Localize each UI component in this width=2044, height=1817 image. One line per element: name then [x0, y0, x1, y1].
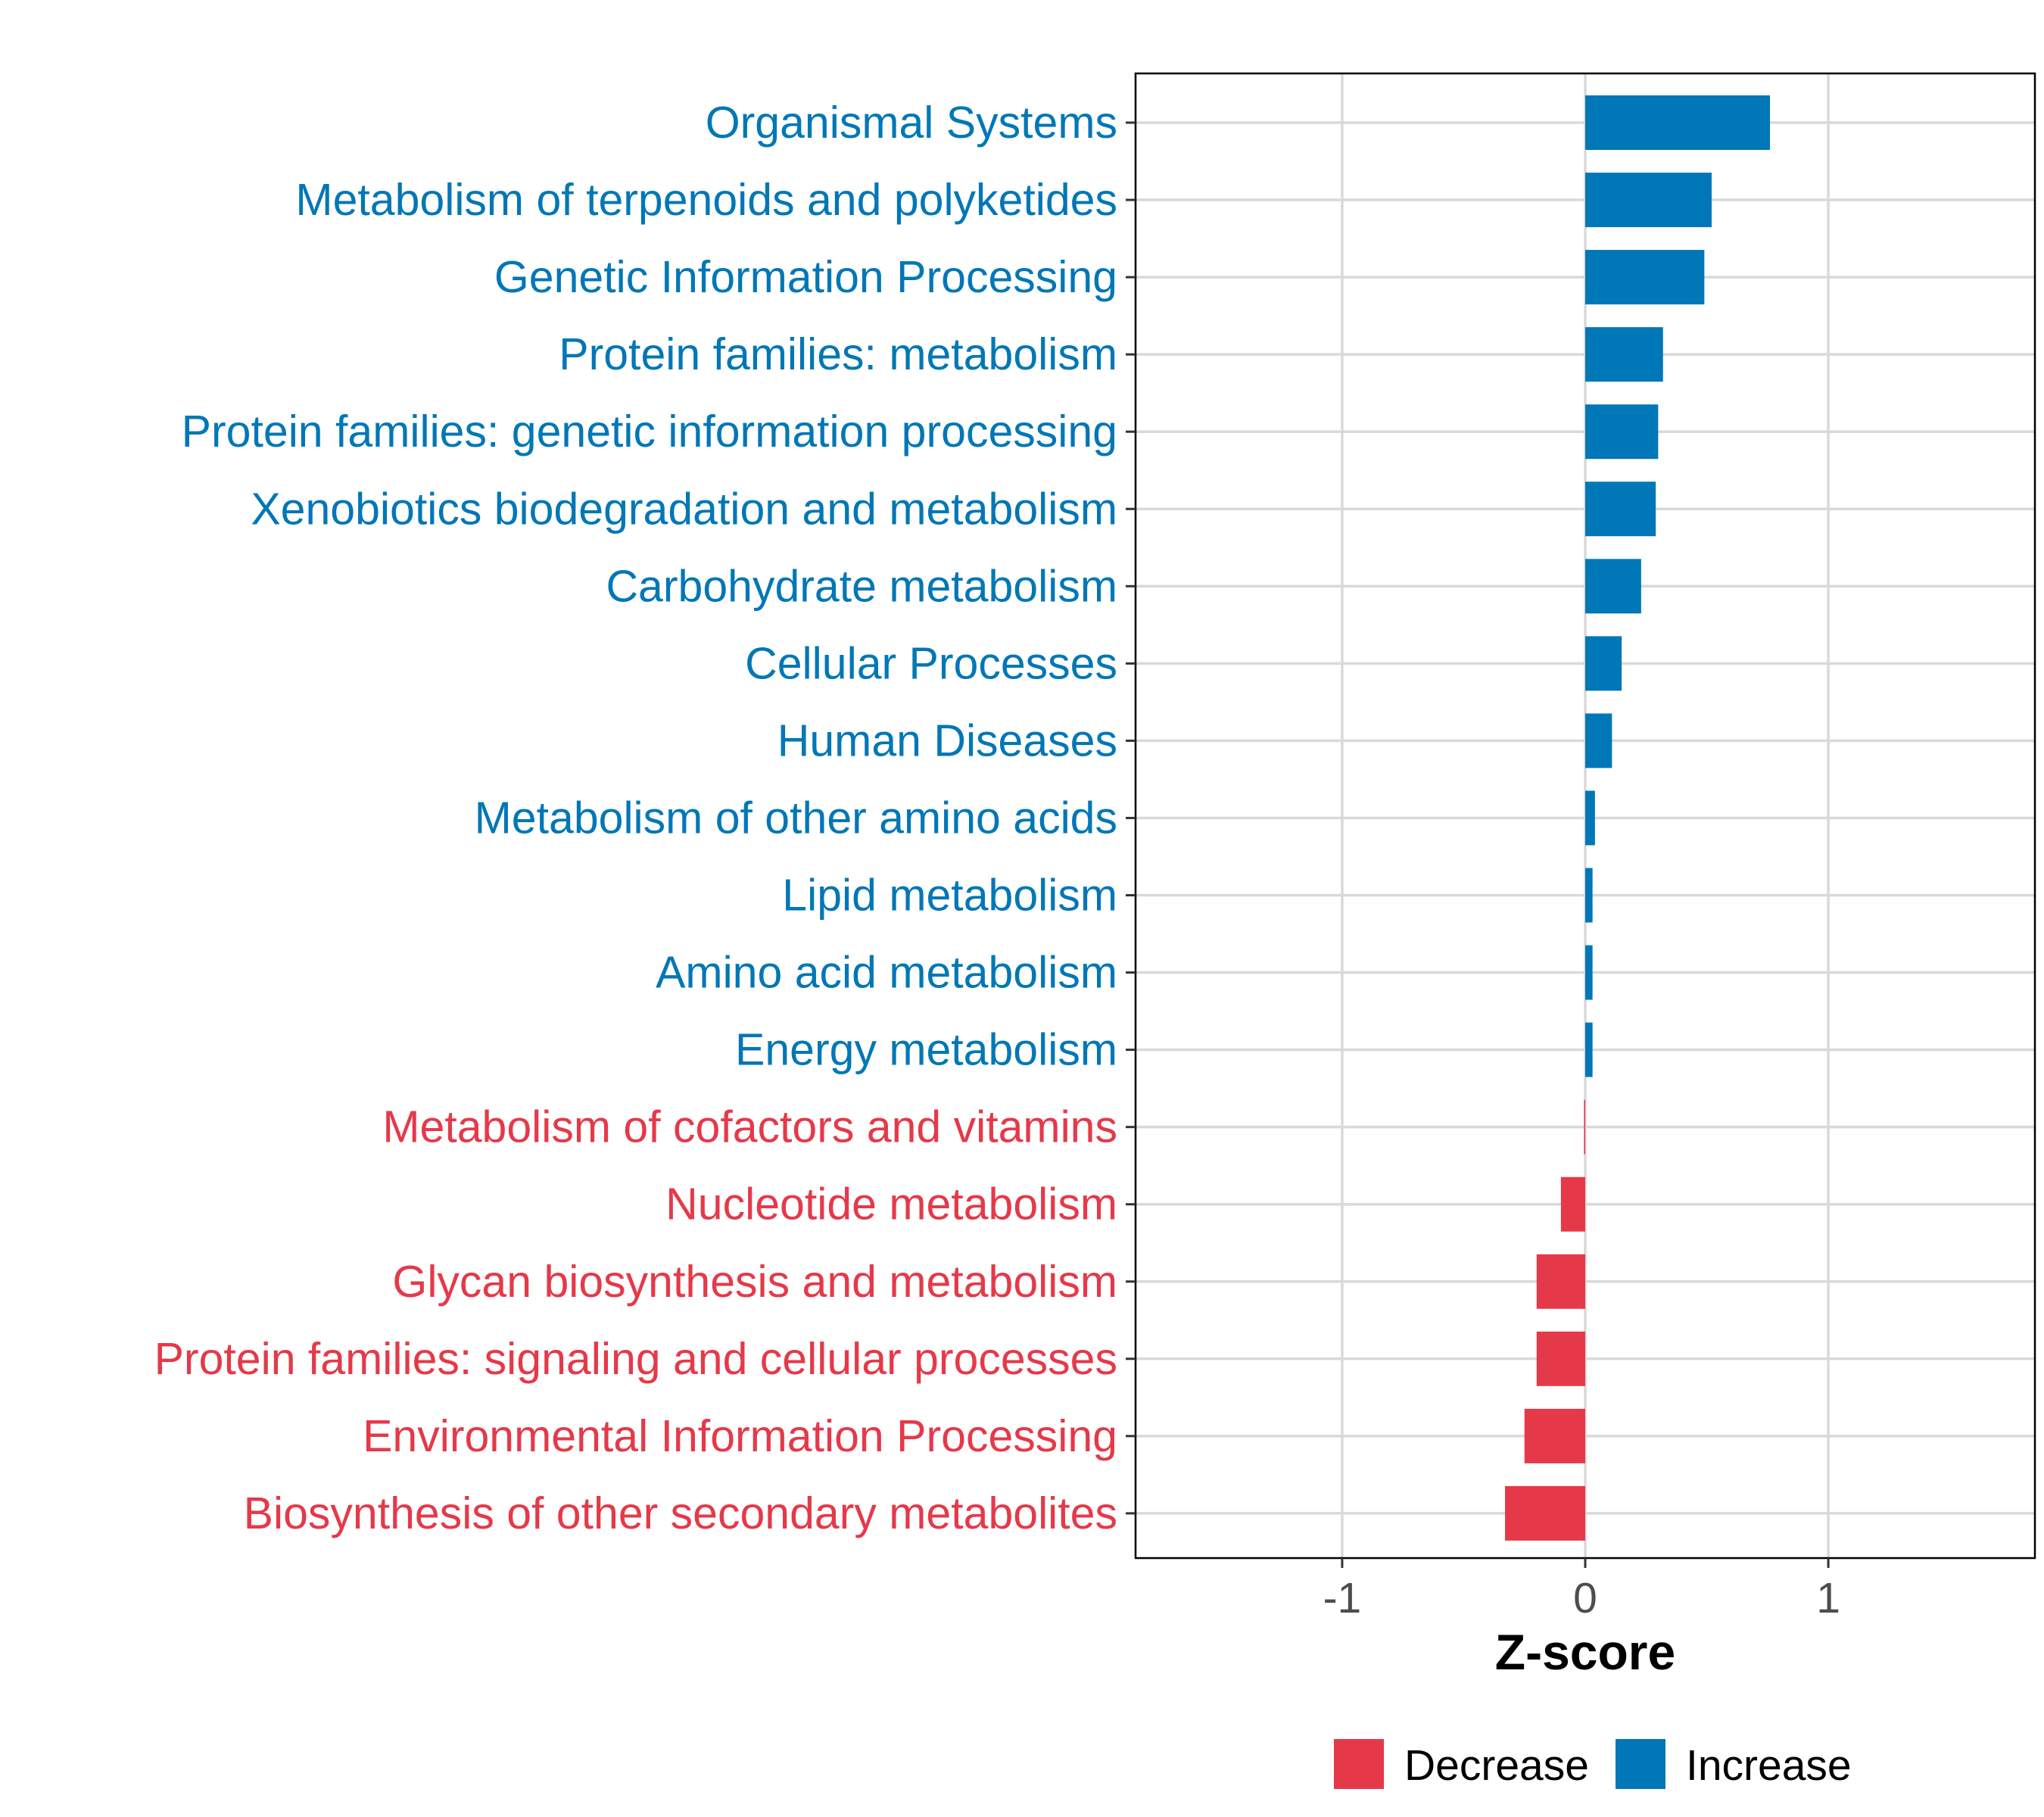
bar-lipid-metabolism — [1585, 868, 1593, 923]
legend-label-increase: Increase — [1686, 1741, 1852, 1790]
y-category-label: Glycan biosynthesis and metabolism — [392, 1257, 1117, 1307]
y-category-label: Xenobiotics biodegradation and metabolis… — [251, 484, 1117, 534]
bar-organismal-systems — [1585, 95, 1771, 150]
bar-energy-metabolism — [1585, 1022, 1593, 1077]
bar-metabolism-of-terpenoids-and-polyketides — [1585, 173, 1712, 228]
bar-amino-acid-metabolism — [1585, 945, 1593, 1000]
x-tick-label: 1 — [1816, 1574, 1840, 1622]
y-category-label: Environmental Information Processing — [363, 1411, 1117, 1461]
y-category-label: Protein families: signaling and cellular… — [154, 1334, 1117, 1384]
legend-key-increase — [1616, 1739, 1665, 1789]
y-category-label: Carbohydrate metabolism — [606, 561, 1117, 611]
legend-label-decrease: Decrease — [1404, 1741, 1589, 1790]
bar-xenobiotics-biodegradation-and-metabolism — [1585, 482, 1656, 537]
bar-environmental-information-processing — [1524, 1408, 1585, 1463]
x-tick-label: 0 — [1573, 1574, 1597, 1622]
y-category-label: Metabolism of cofactors and vitamins — [382, 1102, 1117, 1152]
bar-genetic-information-processing — [1585, 250, 1705, 305]
y-axis-ticks — [1126, 121, 1136, 1515]
bars — [1505, 95, 1771, 1541]
y-category-label: Organismal Systems — [706, 98, 1117, 148]
y-axis-category-labels: Organismal Systems Metabolism of terpenoi… — [154, 98, 1117, 1538]
bar-protein-families-signaling-and-cellular-processes — [1536, 1331, 1585, 1386]
bar-metabolism-of-other-amino-acids — [1585, 790, 1595, 846]
bar-metabolism-of-cofactors-and-vitamins — [1584, 1099, 1585, 1155]
bar-protein-families-metabolism — [1585, 327, 1663, 382]
y-category-label: Metabolism of terpenoids and polyketides — [295, 175, 1117, 225]
x-axis-ticks — [1341, 1558, 1830, 1568]
bar-biosynthesis-of-other-secondary-metabolites — [1505, 1485, 1585, 1541]
y-category-label: Energy metabolism — [735, 1025, 1117, 1075]
x-axis-title: Z-score — [1495, 1624, 1675, 1680]
x-tick-label: -1 — [1323, 1574, 1362, 1622]
x-axis-tick-labels: -1 0 1 — [1323, 1574, 1840, 1622]
y-category-label: Nucleotide metabolism — [665, 1180, 1117, 1230]
y-category-label: Cellular Processes — [745, 638, 1117, 688]
y-category-label: Genetic Information Processing — [494, 252, 1117, 302]
bar-protein-families-genetic-information-processing — [1585, 404, 1659, 460]
y-category-label: Protein families: genetic information pr… — [182, 407, 1117, 457]
y-category-label: Protein families: metabolism — [559, 329, 1117, 379]
y-category-label: Human Diseases — [777, 715, 1117, 765]
legend: Decrease Increase — [1334, 1739, 1852, 1790]
bar-human-diseases — [1585, 713, 1612, 768]
y-category-label: Biosynthesis of other secondary metaboli… — [244, 1488, 1117, 1538]
y-category-label: Lipid metabolism — [782, 871, 1117, 921]
legend-key-decrease — [1334, 1739, 1384, 1789]
bar-carbohydrate-metabolism — [1585, 559, 1641, 614]
bar-cellular-processes — [1585, 636, 1622, 691]
y-category-label: Amino acid metabolism — [656, 948, 1117, 998]
y-category-label: Metabolism of other amino acids — [475, 793, 1117, 843]
bar-glycan-biosynthesis-and-metabolism — [1536, 1254, 1585, 1309]
bar-nucleotide-metabolism — [1560, 1177, 1585, 1232]
